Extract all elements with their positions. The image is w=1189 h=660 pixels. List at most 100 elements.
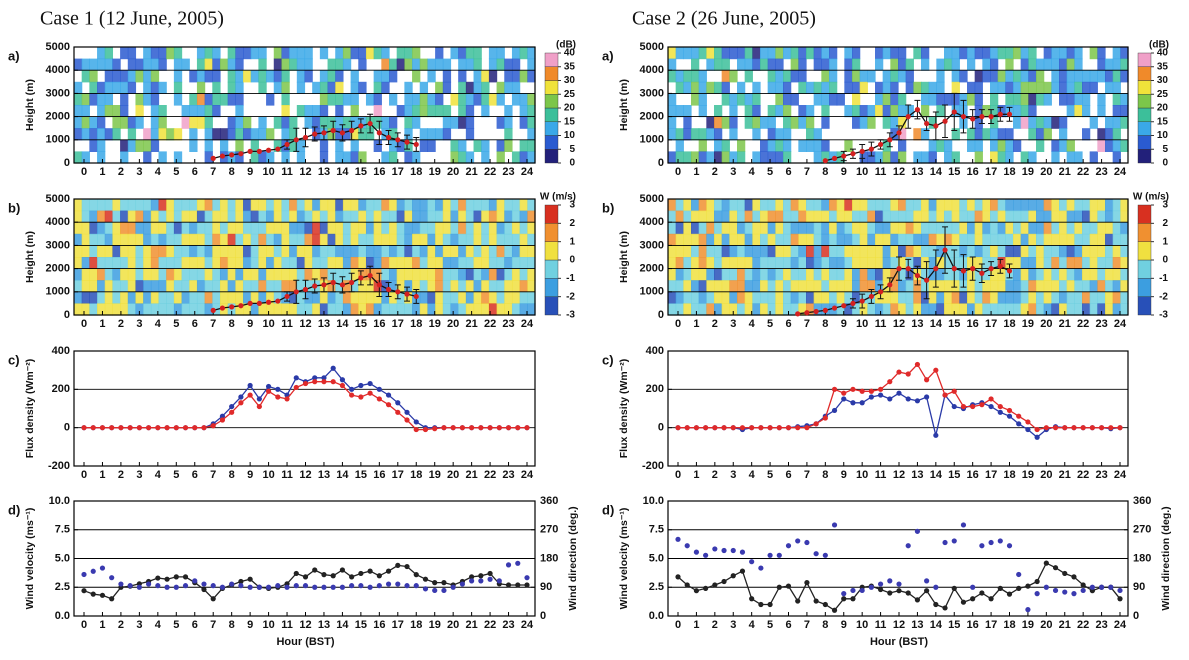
heatmap-cell <box>675 268 684 281</box>
data-point <box>749 425 755 431</box>
data-point <box>192 425 198 431</box>
data-point <box>877 141 884 148</box>
heatmap-cell <box>1097 280 1106 293</box>
heatmap-cell <box>389 303 398 316</box>
heatmap-cell <box>1005 280 1014 293</box>
heatmap-cell <box>150 58 160 71</box>
heatmap-cell <box>698 303 707 316</box>
heatmap-cell <box>296 70 306 83</box>
data-point <box>302 583 309 589</box>
heatmap-cell <box>243 245 252 258</box>
heatmap-cell <box>806 210 815 223</box>
x-tick-label: 7 <box>210 166 216 178</box>
heatmap-cell <box>1043 303 1052 316</box>
data-point <box>441 587 447 594</box>
heatmap-cell <box>951 233 960 246</box>
heatmap-cell <box>675 151 684 164</box>
heatmap-cell <box>204 280 213 293</box>
heatmap-cell <box>752 93 761 106</box>
plot-frame <box>73 350 536 467</box>
heatmap-cell <box>335 245 344 258</box>
data-point <box>450 584 456 590</box>
data-point <box>136 584 142 590</box>
y-tick-label: 400 <box>646 345 664 357</box>
heatmap-cell <box>1051 303 1060 316</box>
heatmap-cell <box>412 280 421 293</box>
heatmap-cell <box>435 222 444 235</box>
heatmap-cell <box>458 58 467 71</box>
heatmap-cell <box>752 303 761 316</box>
heatmap-cell <box>821 291 830 304</box>
heatmap-cell <box>442 58 452 71</box>
heatmap-cell <box>435 105 444 118</box>
data-point <box>376 130 382 136</box>
heatmap-cell <box>1051 280 1060 293</box>
heatmap-cell <box>273 199 283 212</box>
heatmap-cell <box>1043 245 1052 258</box>
heatmap-cell <box>967 303 976 316</box>
y-tick-label: 1000 <box>46 134 70 146</box>
heatmap-cell <box>714 245 723 258</box>
data-point <box>99 592 106 598</box>
heatmap-cell <box>1112 128 1121 141</box>
heatmap-cell <box>519 70 528 83</box>
x-tick-label: 9 <box>841 619 847 631</box>
heatmap-cell <box>511 280 521 293</box>
heatmap-cell <box>458 139 467 152</box>
data-point <box>970 116 976 122</box>
data-point <box>469 578 475 584</box>
panel-label: d) <box>602 502 614 517</box>
colorbar-tick-label: 5 <box>1162 144 1168 155</box>
data-point <box>321 572 327 578</box>
heatmap-cell <box>844 58 853 71</box>
heatmap-cell <box>890 81 899 94</box>
heatmap-cell <box>296 268 306 281</box>
heatmap-cell <box>1059 245 1068 258</box>
y-axis-label: Height (m) <box>24 79 36 131</box>
heatmap-cell <box>473 268 482 281</box>
heatmap-cell <box>504 268 513 281</box>
x-tick-label: 1 <box>99 318 105 330</box>
x-tick-label: 8 <box>229 318 235 330</box>
colorbar-tick-label: 10 <box>1157 130 1169 141</box>
data-point <box>988 396 994 402</box>
heatmap-cell <box>527 128 536 141</box>
y2-tick-label: 270 <box>1133 524 1151 536</box>
data-point <box>284 584 290 590</box>
heatmap-cell <box>1036 303 1045 316</box>
heatmap-cell <box>81 128 90 141</box>
y-tick-label: 7.5 <box>649 524 664 536</box>
heatmap-cell <box>112 303 121 316</box>
heatmap-cell <box>458 233 467 246</box>
heatmap-cell <box>173 245 183 258</box>
x-tick-label: 2 <box>118 469 124 481</box>
heatmap-cell <box>158 291 167 304</box>
heatmap-cell <box>752 280 761 293</box>
x-tick-label: 1 <box>693 619 699 631</box>
data-point <box>887 578 893 584</box>
heatmap-cell <box>859 70 868 83</box>
heatmap-cell <box>504 199 513 212</box>
heatmap-cell <box>458 199 467 212</box>
heatmap-cell <box>752 81 761 94</box>
heatmap-cell <box>158 210 167 223</box>
heatmap-cell <box>496 93 505 106</box>
heatmap-cell <box>189 199 198 212</box>
heatmap-cell <box>698 199 707 212</box>
heatmap-cell <box>327 128 336 141</box>
heatmap-cell <box>1013 268 1022 281</box>
heatmap-cell <box>921 291 930 304</box>
data-point <box>413 572 419 578</box>
heatmap-cell <box>714 199 723 212</box>
x-tick-label: 11 <box>875 166 887 178</box>
heatmap-cell <box>250 47 259 60</box>
data-point <box>321 584 327 590</box>
heatmap-cell <box>112 105 121 118</box>
heatmap-cell <box>281 47 290 60</box>
heatmap-cell <box>281 233 290 246</box>
heatmap-cell <box>97 199 106 212</box>
heatmap-cell <box>258 233 267 246</box>
heatmap-cell <box>396 291 405 304</box>
heatmap-cell <box>112 257 121 270</box>
heatmap-cell <box>212 47 221 60</box>
